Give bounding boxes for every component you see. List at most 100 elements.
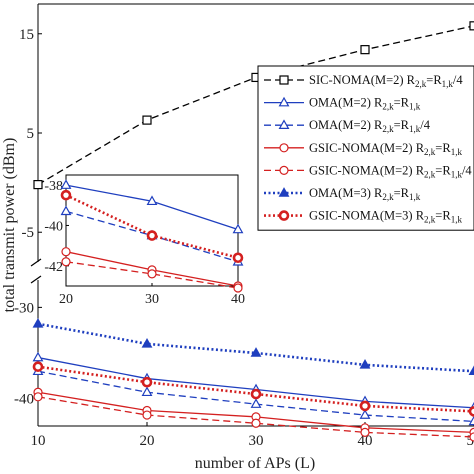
data-point (360, 45, 370, 55)
axis-break-mark (30, 258, 42, 267)
inset-data-point (61, 257, 71, 267)
series-group (32, 317, 474, 376)
legend-marker (279, 75, 289, 85)
y-tick-label: -30 (14, 300, 34, 316)
data-point (33, 180, 43, 190)
data-point (141, 376, 153, 388)
legend-label-text: /4 (420, 118, 430, 132)
series-line (37, 365, 474, 413)
data-point (250, 398, 262, 408)
legend-subscript: 2,k (424, 169, 436, 179)
x-tick-label: 40 (358, 433, 373, 449)
legend-label-text: OMA(M=2) R (309, 96, 383, 110)
inset-x-tick-label: 40 (231, 292, 245, 307)
inset-plot: 20 30 40 -38 -40 -42 (44, 174, 245, 307)
axis-break-mark (30, 275, 42, 284)
series-group (33, 21, 474, 190)
legend-entry: OMA(M=2) R2,k=R1,k (264, 96, 421, 112)
inset-series-group (61, 257, 243, 293)
legend-subscript: 1,k (451, 169, 463, 179)
legend-subscript: 1,k (409, 124, 421, 134)
x-tick-label: 30 (249, 433, 264, 449)
legend-label-text: /4 (462, 163, 472, 177)
inset-data-point (60, 189, 72, 201)
legend-label-text: SIC-NOMA(M=2) R (309, 73, 416, 87)
axis-ticks: 10 20 30 40 50 -5 5 15 -40 -30 (14, 27, 474, 449)
inset-data-point (147, 269, 157, 279)
legend-label-text: GSIC-NOMA(M=2) R (309, 141, 425, 155)
y-axis-label: total transmit power (dBm) (1, 138, 18, 313)
legend-label-text: GSIC-NOMA(M=3) R (309, 209, 425, 223)
inset-data-point (232, 252, 244, 264)
data-point (251, 418, 261, 428)
data-point (141, 338, 153, 348)
legend-label-text: =R (435, 209, 451, 223)
legend-subscript: 2,k (415, 79, 427, 89)
legend-label: GSIC-NOMA(M=2) R2,k=R1,k/4 (309, 163, 472, 179)
data-point (32, 351, 44, 362)
data-point (359, 409, 371, 419)
series-group (32, 361, 474, 417)
inset-x-tick-label: 20 (59, 292, 73, 307)
legend-entry: GSIC-NOMA(M=3) R2,k=R1,k (264, 209, 462, 225)
data-point (142, 115, 152, 125)
inset-data-point (233, 283, 243, 293)
legend-label-text: =R (435, 141, 451, 155)
legend-subscript: 1,k (451, 147, 463, 157)
legend-label-text: GSIC-NOMA(M=2) R (309, 163, 425, 177)
legend-marker (278, 96, 290, 107)
legend-marker (278, 187, 290, 197)
legend-label: OMA(M=2) R2,k=R1,k (309, 96, 421, 112)
y-tick-label: 15 (19, 27, 34, 43)
legend-label: GSIC-NOMA(M=2) R2,k=R1,k (309, 141, 462, 157)
data-point (469, 21, 474, 31)
legend-entry: SIC-NOMA(M=2) R2,k=R1,k/4 (264, 73, 463, 89)
inset-data-point (146, 195, 158, 206)
series-layer (32, 21, 474, 442)
legend-label: GSIC-NOMA(M=3) R2,k=R1,k (309, 209, 462, 225)
legend-marker (279, 165, 289, 175)
data-point (468, 415, 474, 426)
legend-subscript: 2,k (424, 147, 436, 157)
series-line (37, 396, 474, 438)
y-tick-label: -40 (14, 392, 34, 408)
legend-subscript: 2,k (382, 124, 394, 134)
data-point (468, 365, 474, 376)
data-point (142, 410, 152, 420)
legend-label-text: =R (394, 118, 410, 132)
legend-marker (279, 143, 289, 153)
series-group (33, 392, 474, 442)
legend-subscript: 1,k (409, 192, 421, 202)
legend-label-text: =R (394, 186, 410, 200)
data-point (32, 317, 44, 328)
data-point (469, 432, 474, 442)
x-tick-label: 50 (467, 433, 474, 449)
series-line (37, 322, 474, 373)
inset-y-tick-label: -40 (44, 219, 63, 234)
y-tick-label: -5 (22, 225, 35, 241)
legend-label-text: =R (394, 96, 410, 110)
legend-subscript: 2,k (424, 215, 436, 225)
legend-marker (278, 210, 290, 221)
data-point (141, 386, 153, 397)
inset-data-point (232, 223, 244, 234)
legend-label-text: OMA(M=3) R (309, 186, 383, 200)
inset-series-line (65, 261, 239, 289)
x-axis-label: number of APs (L) (195, 455, 315, 472)
legend-label-text: =R (426, 73, 442, 87)
legend-entry: OMA(M=3) R2,k=R1,k (264, 186, 421, 202)
inset-data-point (60, 205, 72, 216)
x-tick-label: 20 (140, 433, 155, 449)
axis-break-gap (30, 262, 46, 280)
legend-subscript: 2,k (382, 102, 394, 112)
inset-x-tick-label: 30 (145, 292, 159, 307)
legend-label: SIC-NOMA(M=2) R2,k=R1,k/4 (309, 73, 463, 89)
data-point (33, 392, 43, 402)
legend-label: OMA(M=2) R2,k=R1,k/4 (309, 118, 431, 134)
data-point (360, 427, 370, 437)
legend-subscript: 1,k (442, 79, 454, 89)
data-point (250, 388, 262, 400)
legend-entry: GSIC-NOMA(M=2) R2,k=R1,k/4 (264, 163, 472, 179)
